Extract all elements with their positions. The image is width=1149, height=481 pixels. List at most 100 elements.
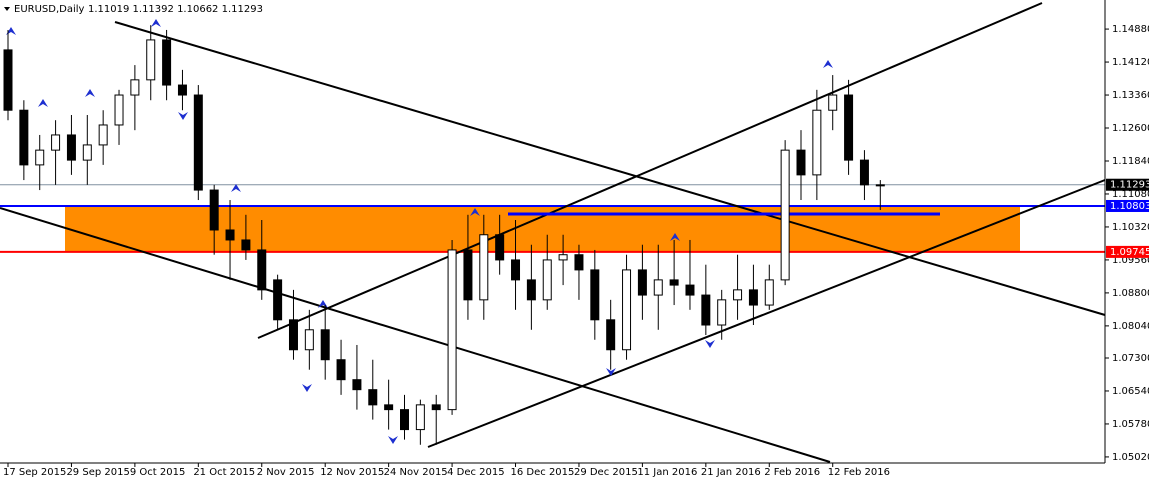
candle-body bbox=[511, 259, 521, 281]
x-tick-label: 21 Jan 2016 bbox=[701, 467, 761, 478]
candle-body bbox=[463, 249, 473, 301]
y-tick-label: 1.10320 bbox=[1112, 222, 1149, 233]
x-tick-label: 2 Feb 2016 bbox=[764, 467, 820, 478]
candle-body bbox=[717, 299, 727, 326]
candle-body bbox=[304, 329, 314, 351]
y-tick-label: 1.12600 bbox=[1112, 123, 1149, 134]
candle-body bbox=[162, 39, 172, 86]
fractal-up bbox=[38, 99, 48, 107]
candle-body bbox=[320, 329, 330, 361]
candle-body bbox=[812, 109, 822, 176]
candle-body bbox=[193, 94, 203, 191]
level-label: 1.09745 bbox=[1110, 247, 1149, 258]
candle-body bbox=[574, 254, 584, 271]
fractal-down bbox=[388, 436, 398, 444]
candle-body bbox=[146, 39, 156, 81]
fractal-up bbox=[823, 60, 833, 68]
candle-body bbox=[733, 289, 743, 301]
candle-body bbox=[3, 49, 13, 111]
candle-body bbox=[35, 149, 45, 166]
x-tick-label: 11 Jan 2016 bbox=[637, 467, 697, 478]
fractal-up bbox=[670, 233, 680, 241]
level-tag bbox=[1106, 245, 1149, 258]
y-tick-label: 1.07300 bbox=[1112, 353, 1149, 364]
y-tick-label: 1.14880 bbox=[1112, 24, 1149, 35]
y-tick-label: 1.05020 bbox=[1112, 452, 1149, 463]
fractals bbox=[6, 19, 833, 444]
candle-body bbox=[241, 239, 251, 251]
candle-body bbox=[66, 134, 76, 161]
trend-line bbox=[257, 2, 1043, 339]
fractal-down bbox=[606, 368, 616, 376]
level-label: 1.11293 bbox=[1110, 180, 1149, 191]
candle-body bbox=[653, 279, 663, 296]
candle-body bbox=[764, 279, 774, 306]
candle-body bbox=[400, 409, 409, 431]
candle-body bbox=[288, 319, 298, 351]
candle-body bbox=[606, 319, 616, 351]
y-tick-label: 1.13360 bbox=[1112, 90, 1149, 101]
x-tick-label: 9 Oct 2015 bbox=[130, 467, 185, 478]
candle-body bbox=[844, 94, 854, 161]
candle-body bbox=[828, 94, 838, 111]
candle-body bbox=[701, 294, 711, 326]
candle-body bbox=[526, 279, 536, 301]
candle-body bbox=[82, 144, 92, 161]
y-tick-label: 1.11840 bbox=[1112, 156, 1149, 167]
chart-subtitle: 1.11019 1.11392 1.10662 1.11293 bbox=[88, 4, 263, 15]
candle-body bbox=[336, 359, 346, 381]
candle-body bbox=[273, 279, 283, 321]
y-tick-label: 1.06540 bbox=[1112, 386, 1149, 397]
y-tick-label: 1.05780 bbox=[1112, 419, 1149, 430]
y-tick-label: 1.08800 bbox=[1112, 288, 1149, 299]
candle-body bbox=[130, 79, 140, 96]
candle-body bbox=[748, 289, 758, 306]
trend-line bbox=[427, 179, 1106, 448]
candle-body bbox=[590, 269, 600, 321]
candle-body bbox=[177, 84, 187, 96]
candle-body bbox=[98, 124, 108, 146]
candle-body bbox=[415, 404, 425, 431]
x-tick-label: 2 Nov 2015 bbox=[257, 467, 315, 478]
candle-body bbox=[796, 149, 806, 176]
x-tick-label: 29 Sep 2015 bbox=[66, 467, 129, 478]
candle-body bbox=[51, 134, 61, 151]
menu-arrow[interactable] bbox=[4, 7, 10, 11]
candle-body bbox=[225, 229, 235, 241]
fractal-up bbox=[85, 89, 95, 97]
fractal-up bbox=[231, 184, 241, 192]
candle-body bbox=[479, 234, 489, 301]
level-tag bbox=[1106, 199, 1149, 212]
trend-line bbox=[114, 21, 1106, 316]
candle-body bbox=[780, 149, 790, 281]
x-tick-label: 17 Sep 2015 bbox=[3, 467, 66, 478]
candle-body bbox=[257, 249, 267, 291]
trend-line bbox=[0, 207, 831, 463]
x-tick-label: 24 Nov 2015 bbox=[384, 467, 448, 478]
candle-body bbox=[875, 184, 885, 187]
trend-lines bbox=[0, 2, 1106, 463]
candle-body bbox=[685, 284, 695, 296]
level-label: 1.10803 bbox=[1110, 201, 1149, 212]
candle-body bbox=[209, 189, 219, 231]
candle-body bbox=[669, 279, 679, 286]
candle-body bbox=[622, 269, 632, 351]
candle-body bbox=[447, 249, 457, 411]
fractal-up bbox=[151, 19, 161, 27]
x-tick-label: 21 Oct 2015 bbox=[193, 467, 255, 478]
candle-body bbox=[19, 109, 29, 166]
y-tick-label: 1.08040 bbox=[1112, 321, 1149, 332]
candle-body bbox=[431, 404, 441, 411]
x-tick-label: 12 Nov 2015 bbox=[320, 467, 384, 478]
candle-body bbox=[859, 159, 869, 186]
candle-body bbox=[368, 389, 378, 406]
candle-body bbox=[114, 94, 124, 126]
candle-body bbox=[637, 269, 647, 296]
x-tick-label: 29 Dec 2015 bbox=[574, 467, 638, 478]
candle-body bbox=[384, 404, 394, 411]
level-tag bbox=[1106, 178, 1149, 191]
fractal-down bbox=[178, 112, 188, 120]
x-tick-label: 4 Dec 2015 bbox=[447, 467, 505, 478]
